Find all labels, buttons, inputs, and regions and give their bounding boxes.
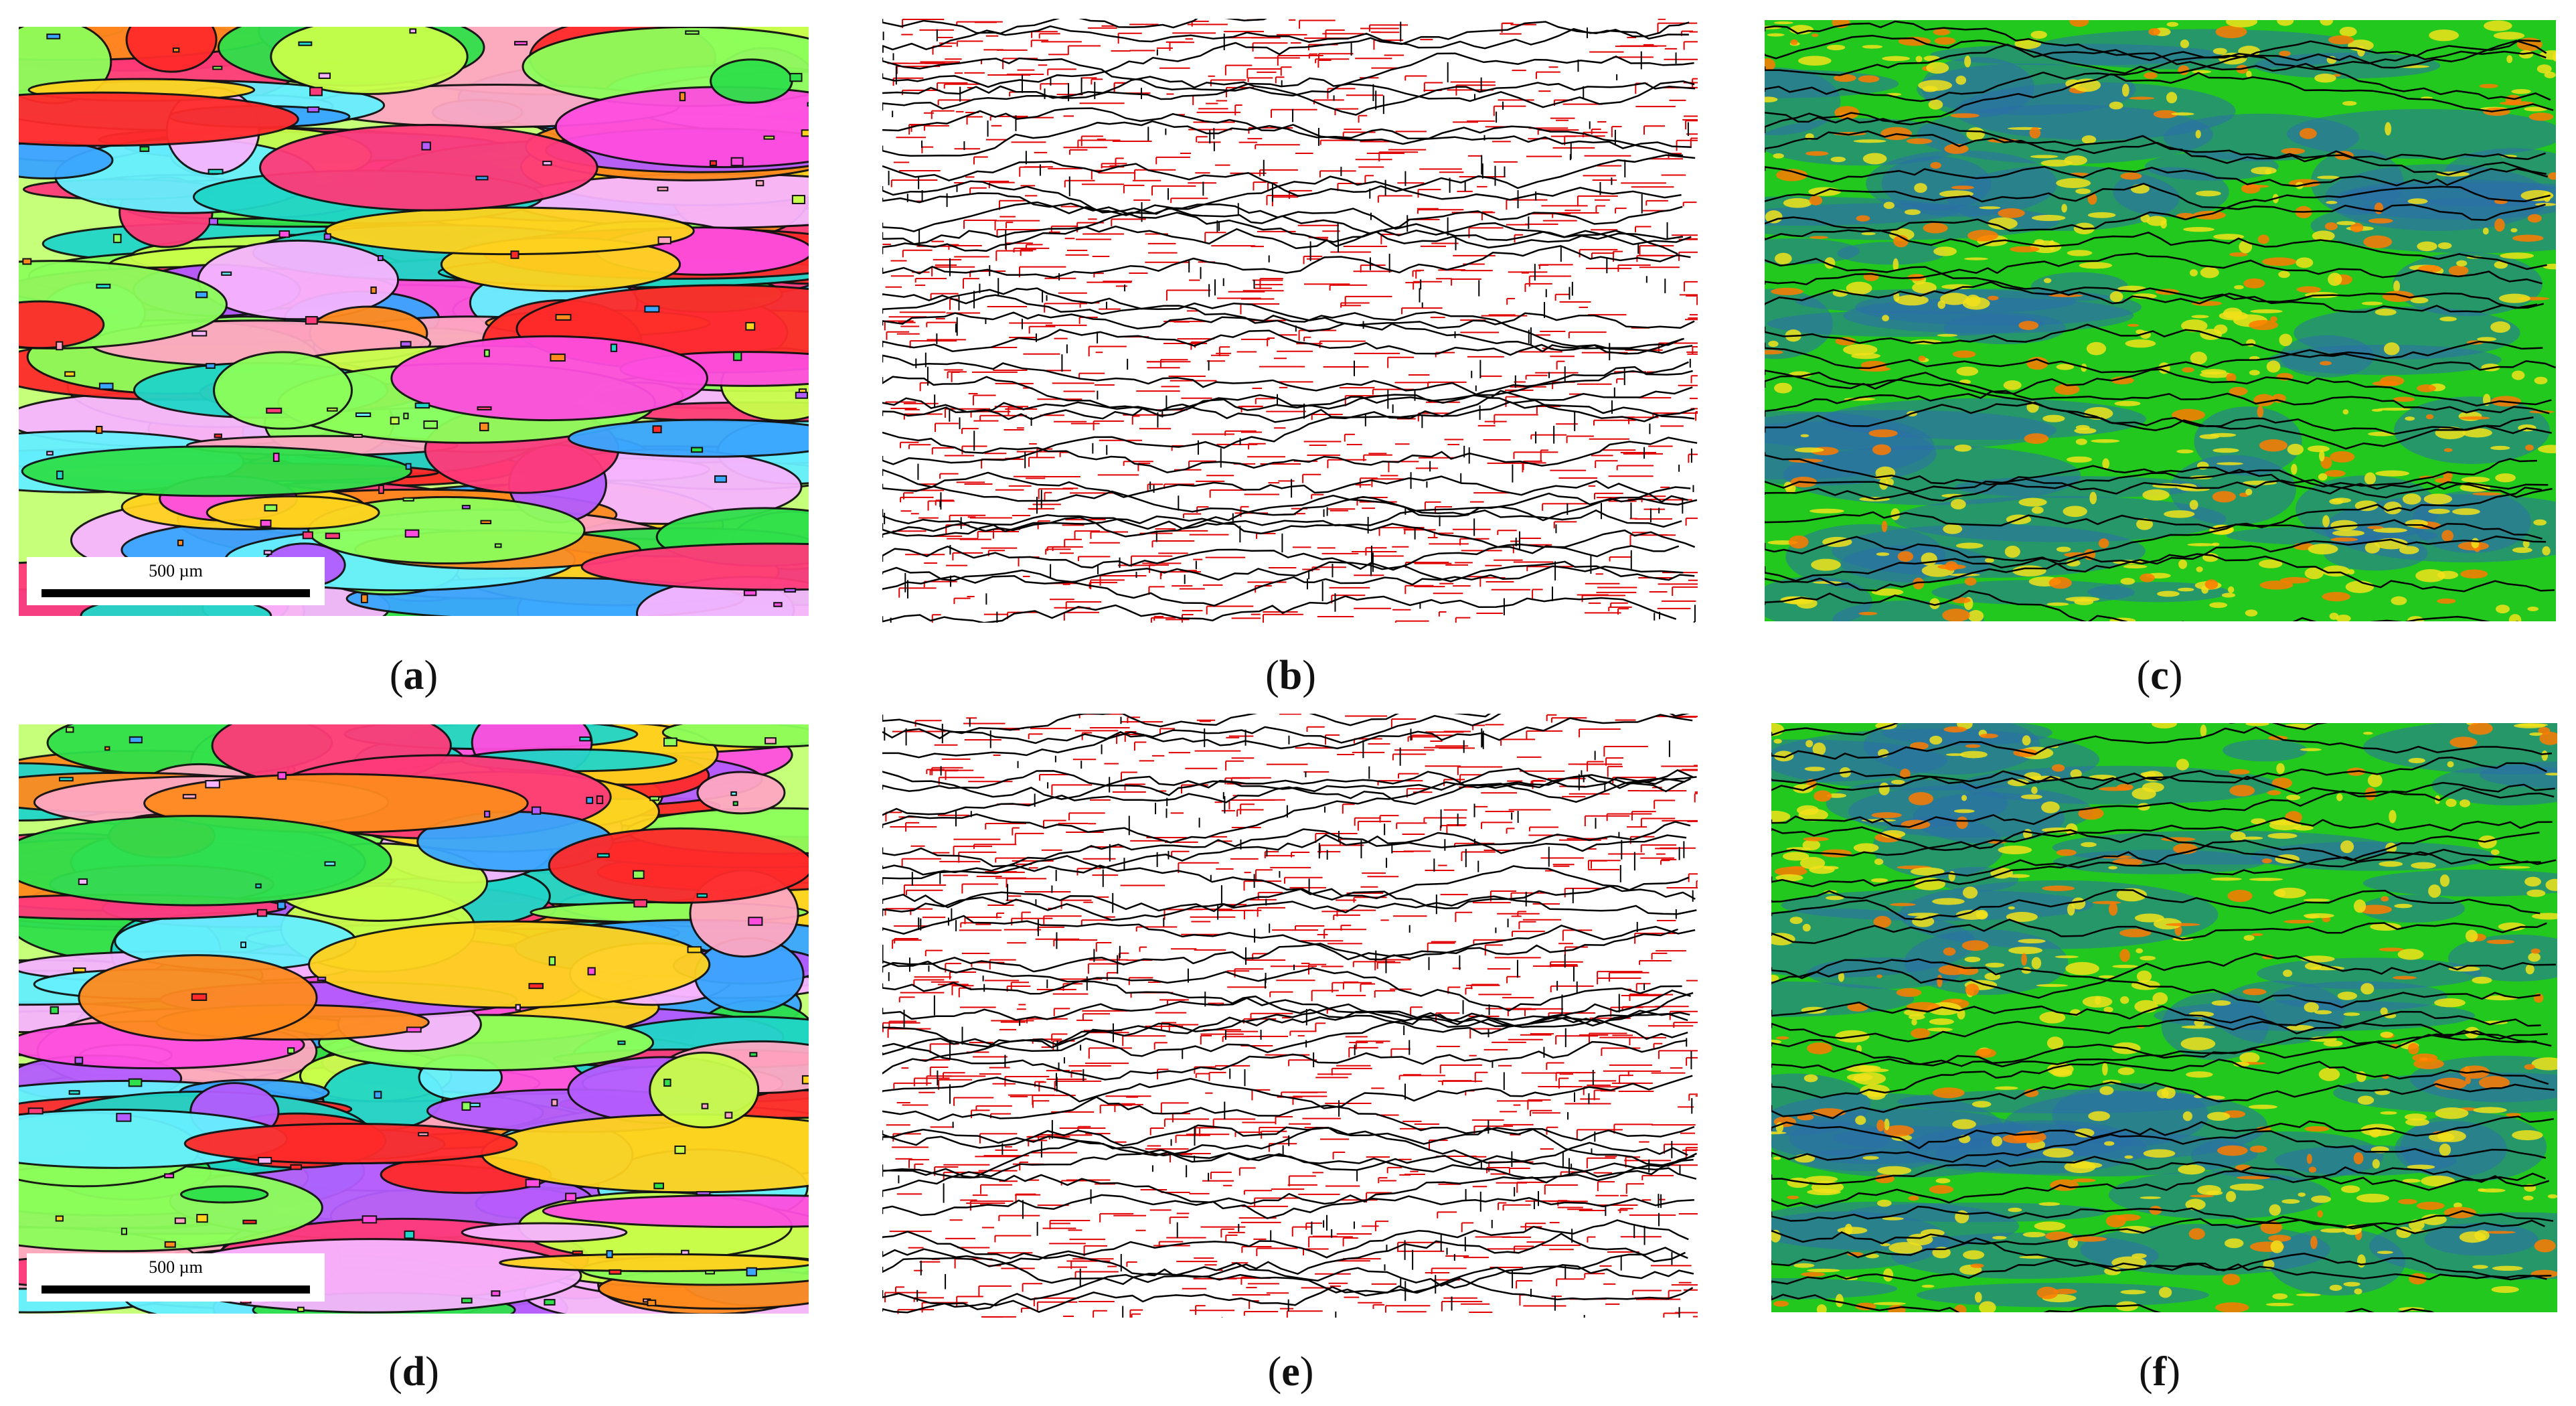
scale-bar-line	[42, 1285, 310, 1294]
caption-c: (c)	[2136, 653, 2183, 698]
scale-bar-d: 500 µm	[27, 1253, 325, 1302]
kam-map-c	[1765, 20, 2556, 621]
caption-d: (d)	[388, 1349, 439, 1395]
scale-bar-label: 500 µm	[149, 1257, 203, 1277]
grain-boundary-map-e	[882, 714, 1698, 1318]
caption-b: (b)	[1265, 653, 1316, 698]
caption-e: (e)	[1267, 1349, 1314, 1395]
ebsd-ipf-map-a	[19, 27, 809, 616]
caption-a: (a)	[389, 653, 438, 698]
scale-bar-a: 500 µm	[27, 557, 325, 605]
grain-boundary-map-b	[882, 19, 1698, 623]
scale-bar-line	[42, 589, 310, 597]
caption-f: (f)	[2139, 1349, 2180, 1395]
ebsd-ipf-map-d	[19, 724, 809, 1314]
scale-bar-label: 500 µm	[149, 561, 203, 580]
kam-map-f	[1771, 723, 2557, 1312]
